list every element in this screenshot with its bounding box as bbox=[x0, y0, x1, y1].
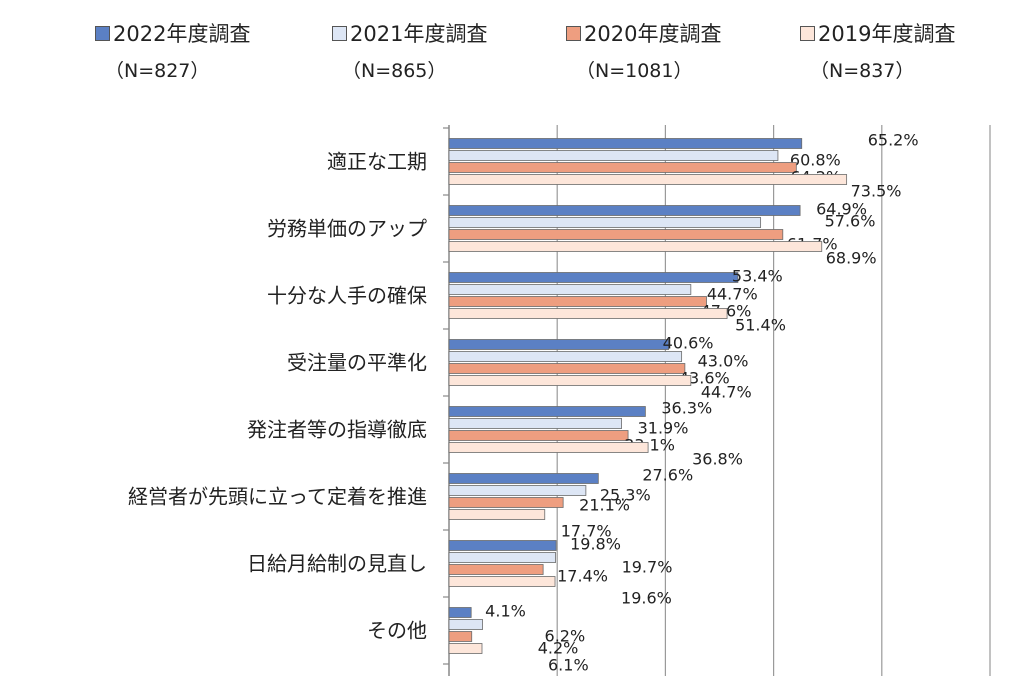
bar bbox=[448, 150, 779, 161]
bar bbox=[448, 442, 649, 453]
legend-swatch-2020 bbox=[566, 26, 581, 41]
legend-label-2020: 2020年度調査 bbox=[584, 22, 722, 46]
bar bbox=[448, 418, 622, 429]
data-label: 31.9% bbox=[638, 419, 689, 438]
bar bbox=[448, 430, 629, 441]
bar bbox=[448, 272, 739, 283]
bar bbox=[448, 308, 728, 319]
bar bbox=[448, 631, 473, 642]
bar bbox=[448, 217, 762, 228]
bar bbox=[448, 473, 599, 484]
bar bbox=[448, 205, 801, 216]
bar bbox=[448, 576, 556, 587]
bar bbox=[448, 406, 646, 417]
data-label: 36.8% bbox=[692, 450, 743, 469]
category-label: 経営者が先頭に立って定着を推進 bbox=[128, 485, 427, 509]
category-label: 十分な人手の確保 bbox=[267, 284, 427, 308]
data-label: 6.2% bbox=[545, 627, 586, 646]
data-label: 53.4% bbox=[732, 267, 783, 286]
legend-n-2022: （N=827） bbox=[105, 60, 210, 82]
legend-n-2020: （N=1081） bbox=[576, 60, 693, 82]
bar bbox=[448, 619, 483, 630]
bar bbox=[448, 509, 546, 520]
bar bbox=[448, 552, 556, 563]
category-label: 適正な工期 bbox=[327, 150, 427, 174]
bar bbox=[448, 339, 670, 350]
data-label: 21.1% bbox=[579, 496, 630, 515]
data-label: 19.6% bbox=[621, 589, 672, 608]
data-label: 68.9% bbox=[826, 249, 877, 268]
legend-label-2021: 2021年度調査 bbox=[350, 22, 488, 46]
data-label: 60.8% bbox=[790, 151, 841, 170]
data-label: 36.3% bbox=[661, 399, 712, 418]
data-label: 27.6% bbox=[642, 466, 693, 485]
legend-n-2019: （N=837） bbox=[810, 60, 915, 82]
bar bbox=[448, 284, 692, 295]
data-label: 44.7% bbox=[701, 383, 752, 402]
bar bbox=[448, 162, 797, 173]
data-label: 25.3% bbox=[600, 486, 651, 505]
bar bbox=[448, 375, 692, 386]
legend-label-2019: 2019年度調査 bbox=[818, 22, 956, 46]
bar bbox=[448, 643, 483, 654]
category-label: 受注量の平準化 bbox=[287, 351, 427, 375]
data-label: 44.7% bbox=[707, 285, 758, 304]
bar bbox=[448, 564, 544, 575]
data-label: 51.4% bbox=[735, 316, 786, 335]
category-label: 日給月給制の見直し bbox=[247, 552, 427, 576]
bar bbox=[448, 540, 557, 551]
data-label: 43.6% bbox=[679, 369, 730, 388]
data-label: 73.5% bbox=[851, 182, 902, 201]
legend-n-2021: （N=865） bbox=[342, 60, 447, 82]
bar bbox=[448, 607, 472, 618]
chart-legend: 2022年度調査 （N=827） 2021年度調査 （N=865） 2020年度… bbox=[0, 18, 1024, 90]
data-label: 17.7% bbox=[561, 522, 612, 541]
bar bbox=[448, 174, 848, 185]
category-label: その他 bbox=[367, 619, 427, 643]
data-label: 57.6% bbox=[825, 212, 876, 231]
legend-swatch-2022 bbox=[95, 26, 110, 41]
data-label: 40.6% bbox=[663, 334, 714, 353]
legend-label-2022: 2022年度調査 bbox=[113, 22, 251, 46]
data-label: 64.9% bbox=[816, 200, 867, 219]
bar bbox=[448, 229, 784, 240]
category-label: 発注者等の指導徹底 bbox=[247, 418, 427, 442]
data-label: 19.7% bbox=[622, 558, 673, 577]
bar bbox=[448, 296, 707, 307]
legend-swatch-2019 bbox=[800, 26, 815, 41]
bar bbox=[448, 138, 803, 149]
bar bbox=[448, 241, 823, 252]
data-label: 4.1% bbox=[485, 602, 526, 621]
data-label: 4.2% bbox=[538, 639, 579, 658]
legend-swatch-2021 bbox=[332, 26, 347, 41]
bar bbox=[448, 351, 683, 362]
data-label: 43.0% bbox=[698, 352, 749, 371]
data-label: 6.1% bbox=[548, 656, 589, 675]
bar bbox=[448, 497, 564, 508]
data-label: 65.2% bbox=[868, 131, 919, 150]
bar bbox=[448, 363, 686, 374]
bar bbox=[448, 485, 587, 496]
data-label: 17.4% bbox=[557, 567, 608, 586]
data-label: 19.8% bbox=[570, 535, 621, 554]
category-label: 労務単価のアップ bbox=[267, 217, 427, 241]
